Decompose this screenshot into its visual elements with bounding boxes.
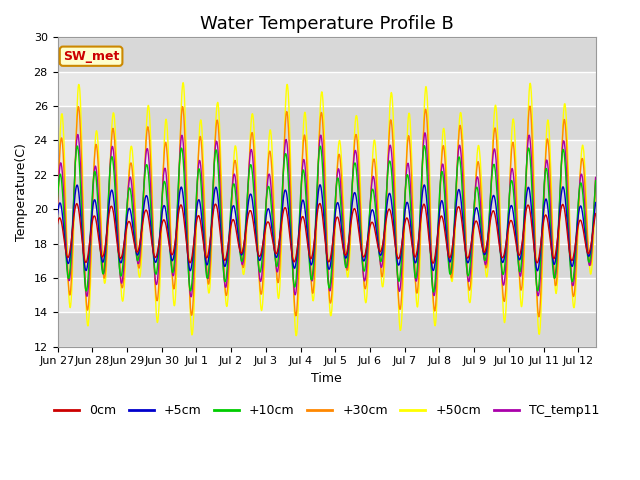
Y-axis label: Temperature(C): Temperature(C) [15, 143, 28, 241]
Bar [58, 278, 596, 312]
Bar [58, 175, 596, 209]
Bar [58, 312, 596, 347]
Bar [58, 106, 596, 141]
Legend: 0cm, +5cm, +10cm, +30cm, +50cm, TC_temp11: 0cm, +5cm, +10cm, +30cm, +50cm, TC_temp1… [49, 399, 604, 422]
Bar [58, 243, 596, 278]
Text: SW_met: SW_met [63, 50, 119, 63]
X-axis label: Time: Time [311, 372, 342, 385]
Title: Water Temperature Profile B: Water Temperature Profile B [200, 15, 454, 33]
Bar [58, 72, 596, 106]
Bar [58, 209, 596, 243]
Bar [58, 37, 596, 72]
Bar [58, 141, 596, 175]
